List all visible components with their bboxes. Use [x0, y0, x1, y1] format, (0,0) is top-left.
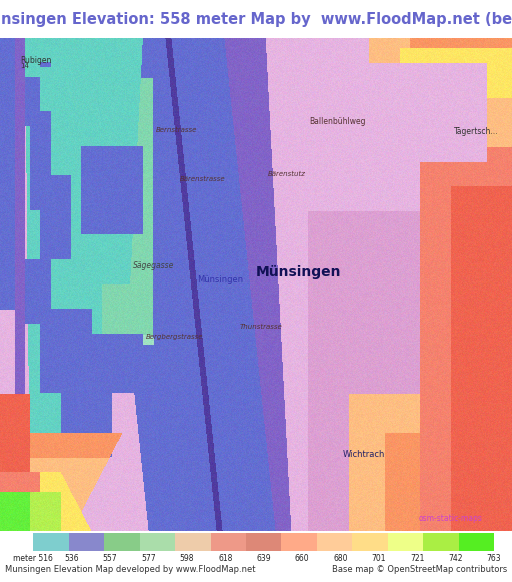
Text: Münsingen: Münsingen [256, 265, 342, 279]
Bar [33, 533, 69, 551]
Text: Wichtrach: Wichtrach [343, 449, 385, 459]
Text: 598: 598 [180, 553, 194, 563]
Bar [69, 533, 104, 551]
Text: 660: 660 [295, 553, 309, 563]
Bar [175, 533, 210, 551]
Text: Thunstrasse: Thunstrasse [240, 324, 283, 330]
Text: Bernstrasse: Bernstrasse [156, 127, 197, 133]
Text: 577: 577 [141, 553, 156, 563]
Text: Rubigen: Rubigen [20, 56, 52, 65]
Text: Bärenstutz: Bärenstutz [268, 171, 306, 178]
Text: Munsingen Elevation Map developed by www.FloodMap.net: Munsingen Elevation Map developed by www… [5, 565, 255, 574]
Text: 557: 557 [103, 553, 117, 563]
Text: Ballenbühlweg: Ballenbühlweg [310, 117, 366, 126]
Bar [210, 533, 246, 551]
Text: Sägegasse: Sägegasse [133, 261, 174, 270]
Text: meter 516: meter 516 [13, 553, 53, 563]
Text: Münsingen: Münsingen [197, 275, 243, 284]
Text: 14: 14 [20, 63, 29, 69]
Text: Bärenstrasse: Bärenstrasse [179, 176, 225, 182]
Text: 680: 680 [333, 553, 348, 563]
Bar [317, 533, 352, 551]
Bar [459, 533, 494, 551]
Text: osm-static-maps: osm-static-maps [419, 513, 482, 523]
Text: Tägertsch...: Tägertsch... [454, 127, 498, 136]
Text: 763: 763 [487, 553, 501, 563]
Bar [282, 533, 317, 551]
Bar [352, 533, 388, 551]
Bar [104, 533, 140, 551]
Bar [423, 533, 459, 551]
Text: 701: 701 [372, 553, 386, 563]
Text: 618: 618 [218, 553, 232, 563]
Text: Base map © OpenStreetMap contributors: Base map © OpenStreetMap contributors [332, 565, 507, 574]
Bar [246, 533, 282, 551]
Text: Bergbergstrasse: Bergbergstrasse [145, 334, 203, 340]
Text: 536: 536 [65, 553, 79, 563]
Text: 721: 721 [410, 553, 424, 563]
Bar [388, 533, 423, 551]
Text: Munsingen Elevation: 558 meter Map by  www.FloodMap.net (beta): Munsingen Elevation: 558 meter Map by ww… [0, 12, 512, 27]
Text: 639: 639 [257, 553, 271, 563]
Bar [140, 533, 175, 551]
Text: 742: 742 [449, 553, 463, 563]
